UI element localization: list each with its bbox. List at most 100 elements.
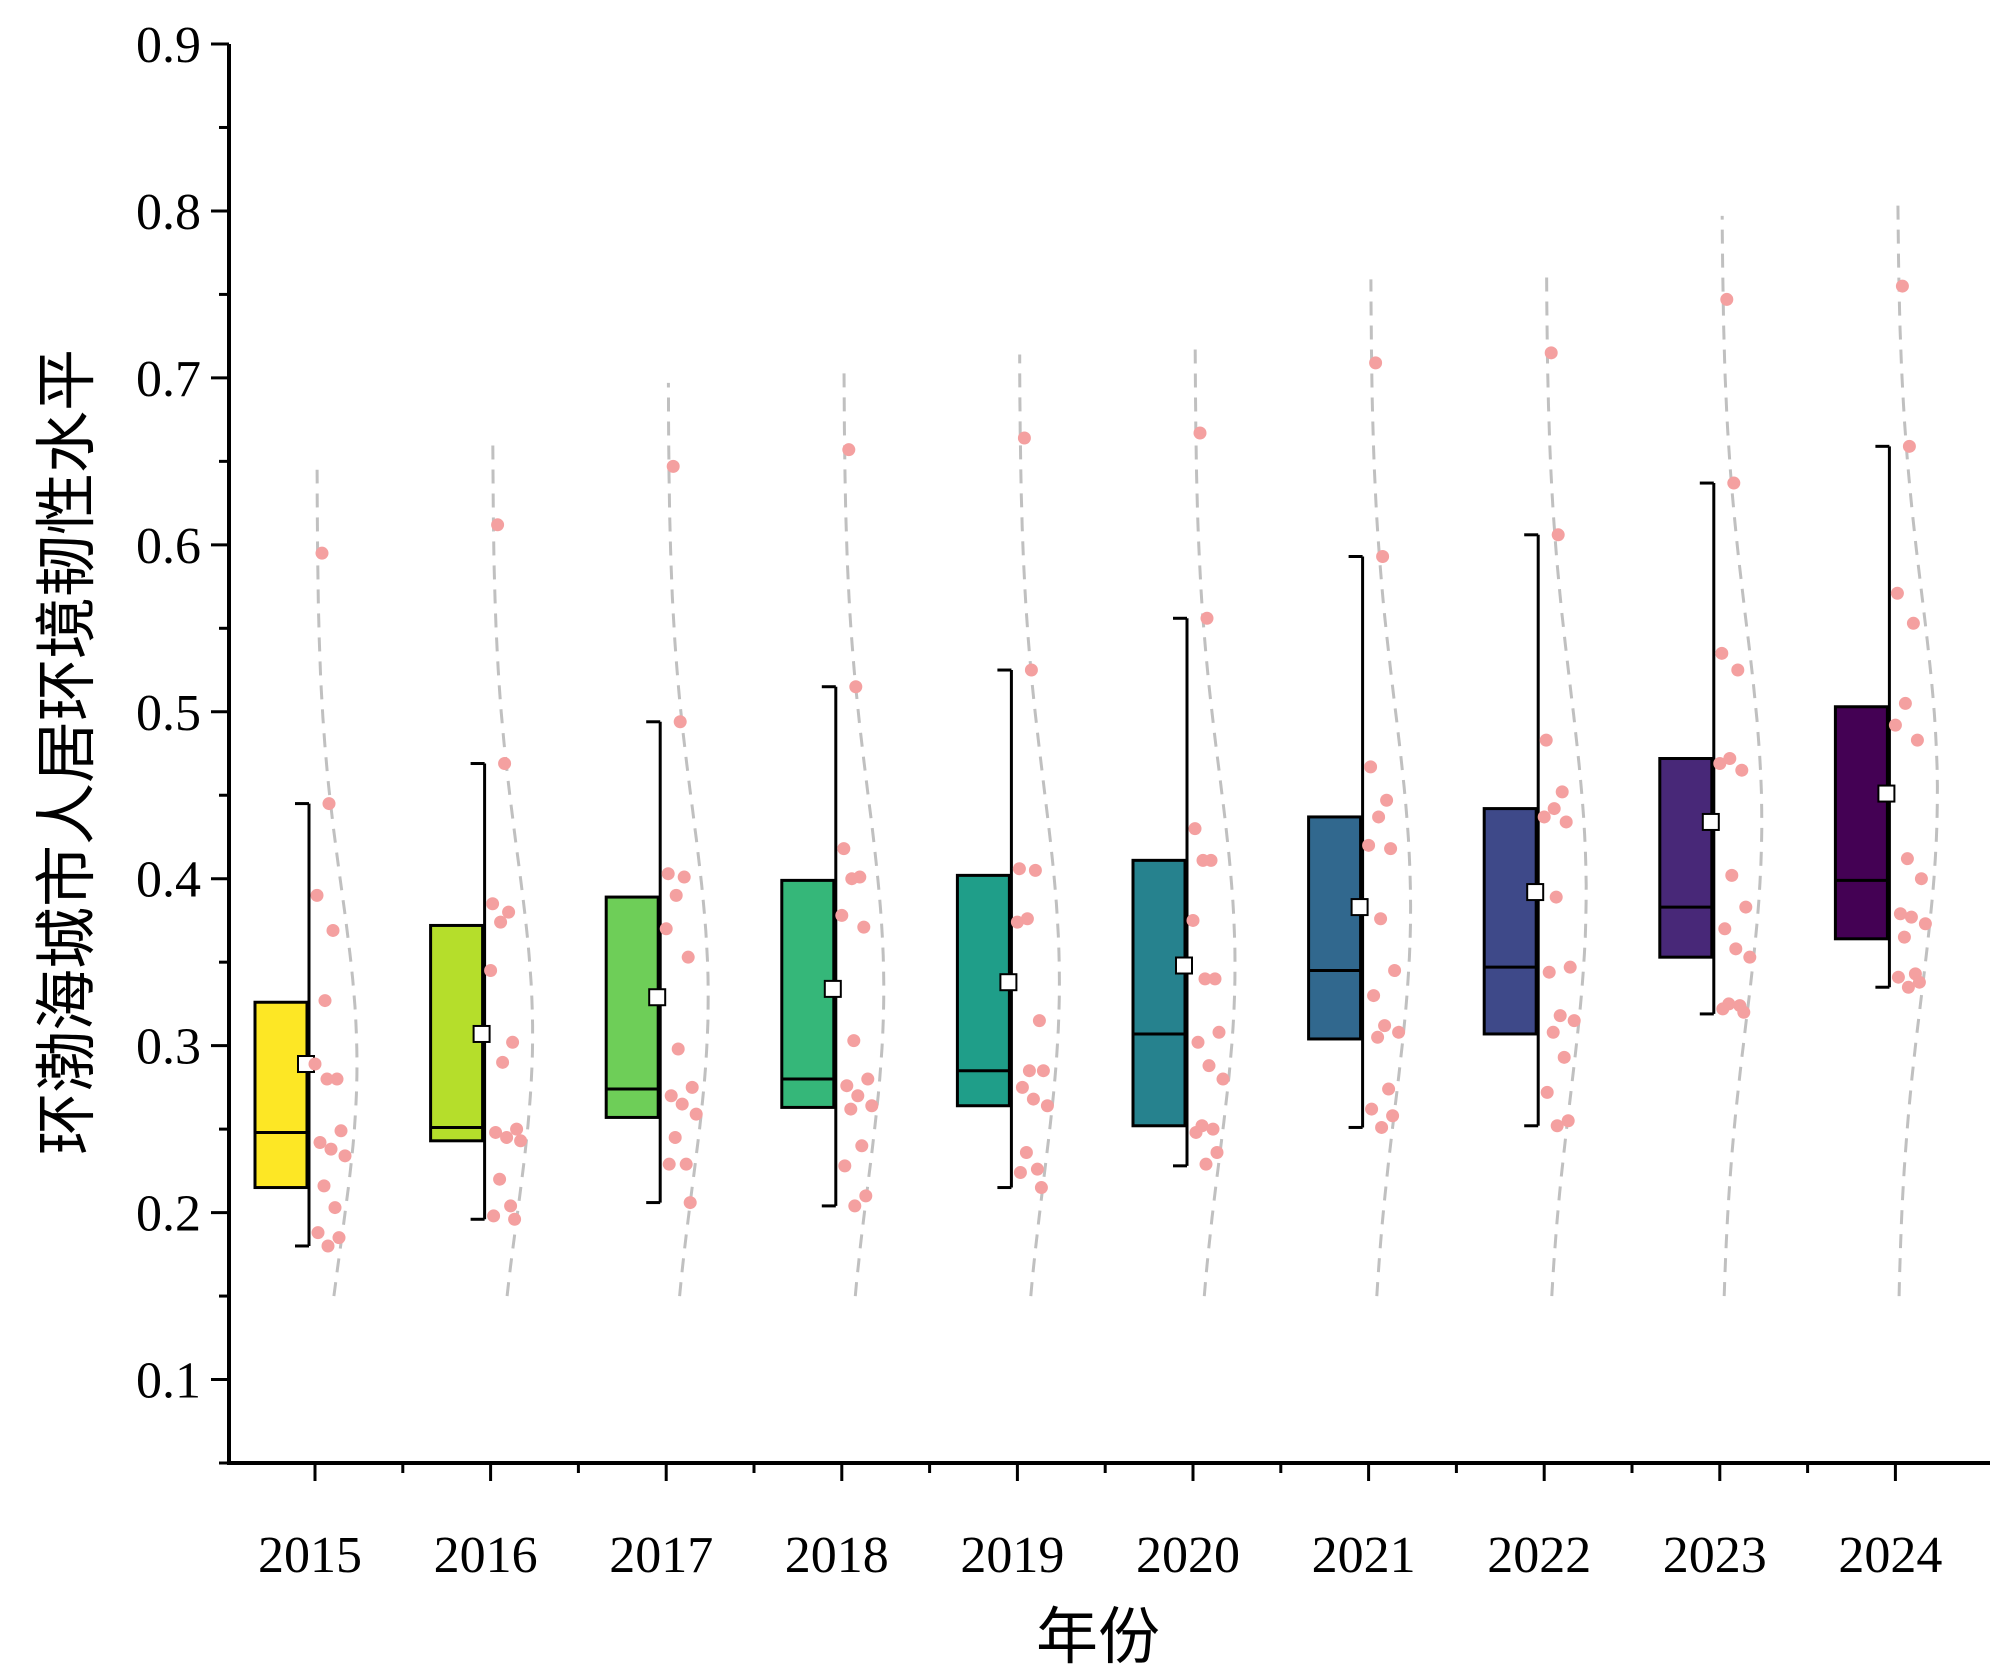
y-axis-title: 环渤海城市人居环境韧性水平 bbox=[30, 349, 103, 1155]
data-point bbox=[1914, 872, 1928, 886]
x-tick-label: 2016 bbox=[434, 1527, 538, 1584]
data-point bbox=[837, 842, 851, 856]
data-point bbox=[683, 1196, 697, 1210]
data-point bbox=[679, 1157, 693, 1171]
mean-marker bbox=[648, 988, 667, 1007]
mean-marker bbox=[1175, 956, 1193, 975]
data-point bbox=[842, 443, 856, 457]
data-point bbox=[1713, 757, 1727, 771]
data-point bbox=[494, 915, 508, 929]
data-point bbox=[838, 1159, 852, 1173]
distribution-curve bbox=[842, 366, 886, 1297]
x-tick-label: 2019 bbox=[960, 1527, 1064, 1584]
data-point bbox=[1737, 1005, 1751, 1019]
data-point bbox=[484, 964, 498, 978]
x-tick-label: 2024 bbox=[1838, 1527, 1942, 1584]
data-point bbox=[1727, 476, 1741, 490]
data-point bbox=[328, 1201, 342, 1215]
data-point bbox=[1376, 550, 1390, 564]
data-point bbox=[851, 1089, 865, 1103]
data-point bbox=[310, 888, 324, 902]
data-point bbox=[1191, 1035, 1205, 1049]
data-point bbox=[1384, 842, 1398, 856]
y-tick-label: 0.5 bbox=[136, 685, 201, 742]
data-point bbox=[662, 1157, 676, 1171]
y-tick-label: 0.2 bbox=[136, 1186, 201, 1243]
data-point bbox=[1196, 853, 1210, 867]
mean-marker bbox=[1701, 812, 1720, 831]
data-point bbox=[1888, 718, 1902, 732]
data-point bbox=[1216, 1072, 1230, 1086]
data-point bbox=[315, 546, 329, 560]
data-point bbox=[1210, 1145, 1224, 1159]
data-point bbox=[326, 923, 340, 937]
data-point bbox=[317, 1179, 331, 1193]
data-point bbox=[1555, 785, 1569, 799]
data-point bbox=[502, 905, 516, 919]
data-point bbox=[322, 797, 336, 811]
data-point bbox=[1026, 1092, 1040, 1106]
data-point bbox=[1015, 1080, 1029, 1094]
data-point bbox=[504, 1199, 518, 1213]
y-tick-label: 0.6 bbox=[136, 518, 201, 575]
data-point bbox=[1718, 922, 1732, 936]
x-tick-label: 2021 bbox=[1312, 1527, 1416, 1584]
box-iqr bbox=[604, 895, 660, 1119]
mean-marker bbox=[1526, 883, 1545, 902]
y-tick-label: 0.9 bbox=[136, 17, 201, 74]
data-point bbox=[1030, 1162, 1044, 1176]
data-point bbox=[1553, 1009, 1567, 1023]
data-point bbox=[1188, 822, 1202, 836]
data-point bbox=[671, 1042, 685, 1056]
box-series bbox=[253, 444, 1896, 1248]
data-point bbox=[1551, 528, 1565, 542]
data-point bbox=[1380, 793, 1394, 807]
box-2022 bbox=[1482, 533, 1545, 1128]
data-point bbox=[1893, 907, 1907, 921]
data-point bbox=[1199, 1157, 1213, 1171]
data-point bbox=[1362, 838, 1376, 852]
data-point bbox=[334, 1124, 348, 1138]
data-points bbox=[308, 279, 1932, 1253]
data-point bbox=[1547, 802, 1561, 816]
data-point bbox=[669, 888, 683, 902]
data-point bbox=[1371, 1030, 1385, 1044]
data-point bbox=[1202, 1059, 1216, 1073]
mean-marker bbox=[472, 1024, 491, 1043]
data-point bbox=[1392, 1025, 1406, 1039]
box-2020 bbox=[1131, 616, 1193, 1168]
data-point bbox=[496, 1055, 510, 1069]
data-point bbox=[1561, 1114, 1575, 1128]
data-point bbox=[1898, 696, 1912, 710]
data-point bbox=[835, 908, 849, 922]
distribution-curves bbox=[315, 202, 1939, 1297]
data-point bbox=[493, 1172, 507, 1186]
data-point bbox=[514, 1134, 528, 1148]
data-point bbox=[1369, 356, 1383, 370]
data-point bbox=[666, 459, 680, 473]
box-iqr bbox=[1833, 705, 1889, 941]
data-point bbox=[1388, 964, 1402, 978]
box-iqr bbox=[1131, 858, 1187, 1128]
x-tick-label: 2018 bbox=[785, 1527, 889, 1584]
data-point bbox=[1891, 970, 1905, 984]
data-point bbox=[1557, 1050, 1571, 1064]
data-point bbox=[1022, 1064, 1036, 1078]
data-point bbox=[1198, 972, 1212, 986]
data-point bbox=[491, 518, 505, 532]
box-iqr bbox=[253, 1000, 309, 1190]
data-point bbox=[1032, 1014, 1046, 1028]
mean-marker bbox=[999, 973, 1018, 992]
data-point bbox=[320, 1072, 334, 1086]
box-iqr bbox=[1482, 807, 1538, 1036]
data-point bbox=[1365, 1102, 1379, 1116]
data-point bbox=[840, 1079, 854, 1093]
data-point bbox=[506, 1035, 520, 1049]
data-point bbox=[332, 1231, 346, 1245]
data-point bbox=[1743, 950, 1757, 964]
data-point bbox=[1024, 663, 1038, 677]
data-point bbox=[1897, 930, 1911, 944]
x-axis-title: 年份 bbox=[1036, 1600, 1160, 1673]
data-point bbox=[1901, 980, 1915, 994]
data-point bbox=[1193, 426, 1207, 440]
